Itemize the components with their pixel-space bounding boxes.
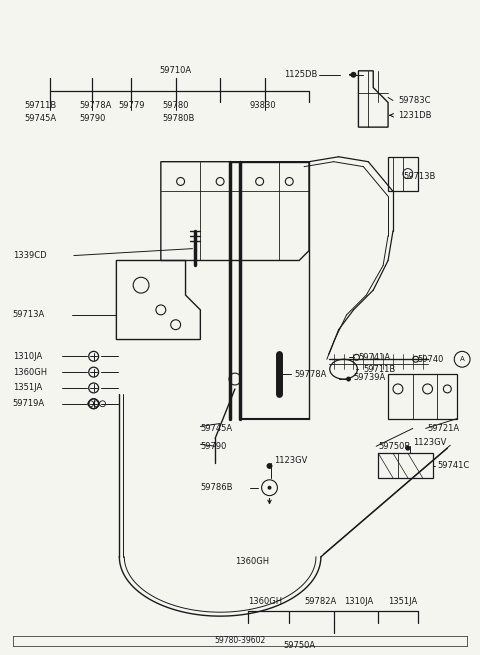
Text: 59745A: 59745A xyxy=(24,114,57,122)
Text: 59778A: 59778A xyxy=(80,101,112,110)
Text: 1351JA: 1351JA xyxy=(12,383,42,392)
Text: 59783C: 59783C xyxy=(398,96,431,105)
Text: 1360GH: 1360GH xyxy=(248,597,282,606)
Text: 59745A: 59745A xyxy=(200,424,232,433)
Text: 59710A: 59710A xyxy=(159,66,192,75)
Text: 59741C: 59741C xyxy=(437,462,470,470)
Circle shape xyxy=(267,486,272,490)
Text: 1351JA: 1351JA xyxy=(388,597,417,606)
Circle shape xyxy=(350,72,357,78)
Text: 59778A: 59778A xyxy=(294,369,326,379)
Text: 1360GH: 1360GH xyxy=(235,557,269,567)
Text: 59780-39602: 59780-39602 xyxy=(214,637,265,645)
Text: 1360GH: 1360GH xyxy=(12,367,47,377)
Text: 59750A: 59750A xyxy=(283,641,315,650)
Text: 93830: 93830 xyxy=(250,101,276,110)
Text: 59741A: 59741A xyxy=(359,353,391,362)
Text: 59790: 59790 xyxy=(80,114,106,122)
Text: A: A xyxy=(460,356,465,362)
Text: 59780: 59780 xyxy=(163,101,189,110)
Text: 59711B: 59711B xyxy=(24,101,57,110)
Text: 59713B: 59713B xyxy=(403,172,435,181)
Text: 59782A: 59782A xyxy=(304,597,336,606)
Circle shape xyxy=(266,463,273,469)
Text: 59719A: 59719A xyxy=(12,400,45,408)
Text: 1231DB: 1231DB xyxy=(398,111,432,120)
Text: 1123GV: 1123GV xyxy=(413,438,446,447)
Text: 1339CD: 1339CD xyxy=(12,251,46,260)
Text: 59740: 59740 xyxy=(418,355,444,364)
Text: 1125DB: 1125DB xyxy=(284,70,318,79)
Text: 59790: 59790 xyxy=(200,441,227,451)
Text: 59739A: 59739A xyxy=(353,373,386,382)
Text: 59786B: 59786B xyxy=(200,483,233,492)
Text: 1310JA: 1310JA xyxy=(12,352,42,361)
Text: 59780B: 59780B xyxy=(163,114,195,122)
Text: 59750B: 59750B xyxy=(378,441,410,451)
Text: 59711B: 59711B xyxy=(363,365,396,373)
Text: 59713A: 59713A xyxy=(12,310,45,320)
Text: 59779: 59779 xyxy=(119,101,145,110)
Circle shape xyxy=(346,377,351,381)
Text: 1123GV: 1123GV xyxy=(275,455,308,464)
Text: 59721A: 59721A xyxy=(428,424,460,433)
Circle shape xyxy=(405,445,410,451)
Text: 1310JA: 1310JA xyxy=(344,597,373,606)
